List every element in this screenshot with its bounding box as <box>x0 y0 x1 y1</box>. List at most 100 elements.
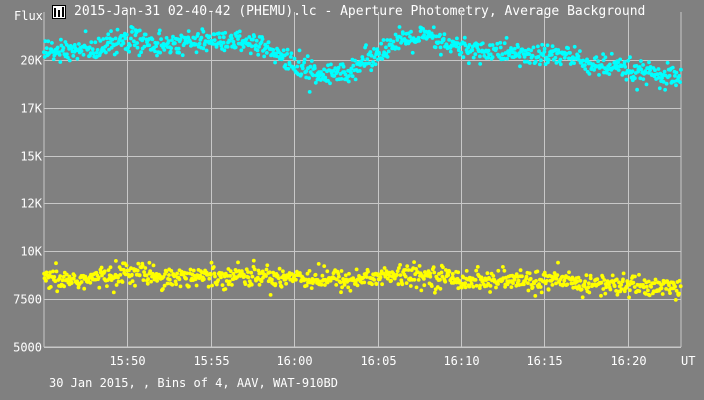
data-point <box>621 71 625 75</box>
data-point <box>305 54 310 59</box>
data-point <box>196 32 200 36</box>
data-point <box>595 277 600 282</box>
data-point <box>474 283 479 288</box>
data-point <box>456 286 461 291</box>
data-point <box>664 287 668 291</box>
data-point <box>212 32 217 37</box>
data-point <box>608 287 613 292</box>
data-point <box>206 284 211 289</box>
data-point <box>382 266 387 270</box>
data-point <box>634 64 639 68</box>
data-point <box>660 292 665 296</box>
data-point <box>414 285 419 290</box>
data-point <box>342 282 347 287</box>
data-point <box>444 42 449 47</box>
data-point <box>646 279 651 284</box>
data-point <box>255 48 260 53</box>
data-point <box>619 282 624 287</box>
data-point <box>384 45 388 50</box>
data-point <box>259 40 264 44</box>
data-point <box>602 278 607 282</box>
data-point <box>58 274 63 278</box>
data-point <box>218 40 223 44</box>
data-point <box>670 65 675 70</box>
data-point <box>463 43 468 48</box>
data-point <box>311 73 315 78</box>
data-point <box>459 50 464 55</box>
data-point <box>201 29 206 34</box>
data-point <box>48 270 52 275</box>
data-point <box>221 40 226 45</box>
data-point <box>583 67 588 71</box>
data-point <box>546 287 551 292</box>
data-point <box>305 271 310 276</box>
data-point <box>259 279 264 284</box>
data-point <box>578 278 583 283</box>
data-point <box>286 66 291 71</box>
data-point <box>391 39 396 44</box>
data-point <box>247 35 252 39</box>
data-point <box>48 285 53 289</box>
data-point <box>53 279 58 284</box>
data-point <box>534 279 538 283</box>
data-point <box>416 35 421 40</box>
data-point <box>429 31 434 36</box>
data-point <box>246 275 251 280</box>
data-point <box>674 288 679 293</box>
data-point <box>524 274 529 279</box>
data-point <box>480 41 485 46</box>
data-point <box>635 282 640 287</box>
data-point <box>522 282 526 287</box>
data-point <box>526 281 530 285</box>
data-point <box>199 35 204 40</box>
data-point <box>250 274 255 279</box>
data-point <box>487 277 492 281</box>
data-point <box>227 39 232 43</box>
data-point <box>98 39 103 43</box>
data-point <box>288 55 293 59</box>
data-point <box>188 267 193 272</box>
data-point <box>626 58 631 63</box>
y-tick-label: 5000 <box>13 341 42 355</box>
data-point <box>348 288 353 293</box>
data-point <box>628 288 632 293</box>
data-point <box>494 46 499 51</box>
data-point <box>334 283 339 287</box>
data-point <box>142 44 147 49</box>
data-point <box>656 75 661 80</box>
data-point <box>584 273 589 278</box>
data-point <box>281 269 285 274</box>
data-point <box>285 47 290 52</box>
data-point <box>281 48 286 53</box>
chart-window-icon[interactable] <box>52 5 66 19</box>
data-point <box>446 273 451 277</box>
data-point <box>197 41 202 46</box>
data-point <box>58 60 63 64</box>
data-point <box>111 290 116 295</box>
chart-title: 2015-Jan-31 02-40-42 (PHEMU).lc - Apertu… <box>74 4 646 19</box>
data-point <box>231 39 236 44</box>
data-point <box>129 36 133 41</box>
data-point <box>616 68 621 72</box>
data-point <box>409 29 413 34</box>
data-point <box>227 279 232 284</box>
data-point <box>320 273 325 278</box>
data-point <box>463 285 468 290</box>
data-point <box>256 52 261 57</box>
data-point <box>403 268 408 272</box>
data-point <box>230 283 234 287</box>
data-point <box>368 50 373 54</box>
data-point <box>329 62 333 67</box>
data-point <box>474 268 479 273</box>
data-point <box>165 281 170 286</box>
data-point <box>371 60 375 64</box>
data-point <box>412 277 417 282</box>
data-point <box>141 278 146 282</box>
data-point <box>367 61 372 66</box>
data-point <box>576 275 581 280</box>
data-point <box>336 271 341 276</box>
data-point <box>151 263 156 268</box>
data-point <box>512 46 517 51</box>
data-point <box>621 271 626 276</box>
data-point <box>143 32 148 37</box>
